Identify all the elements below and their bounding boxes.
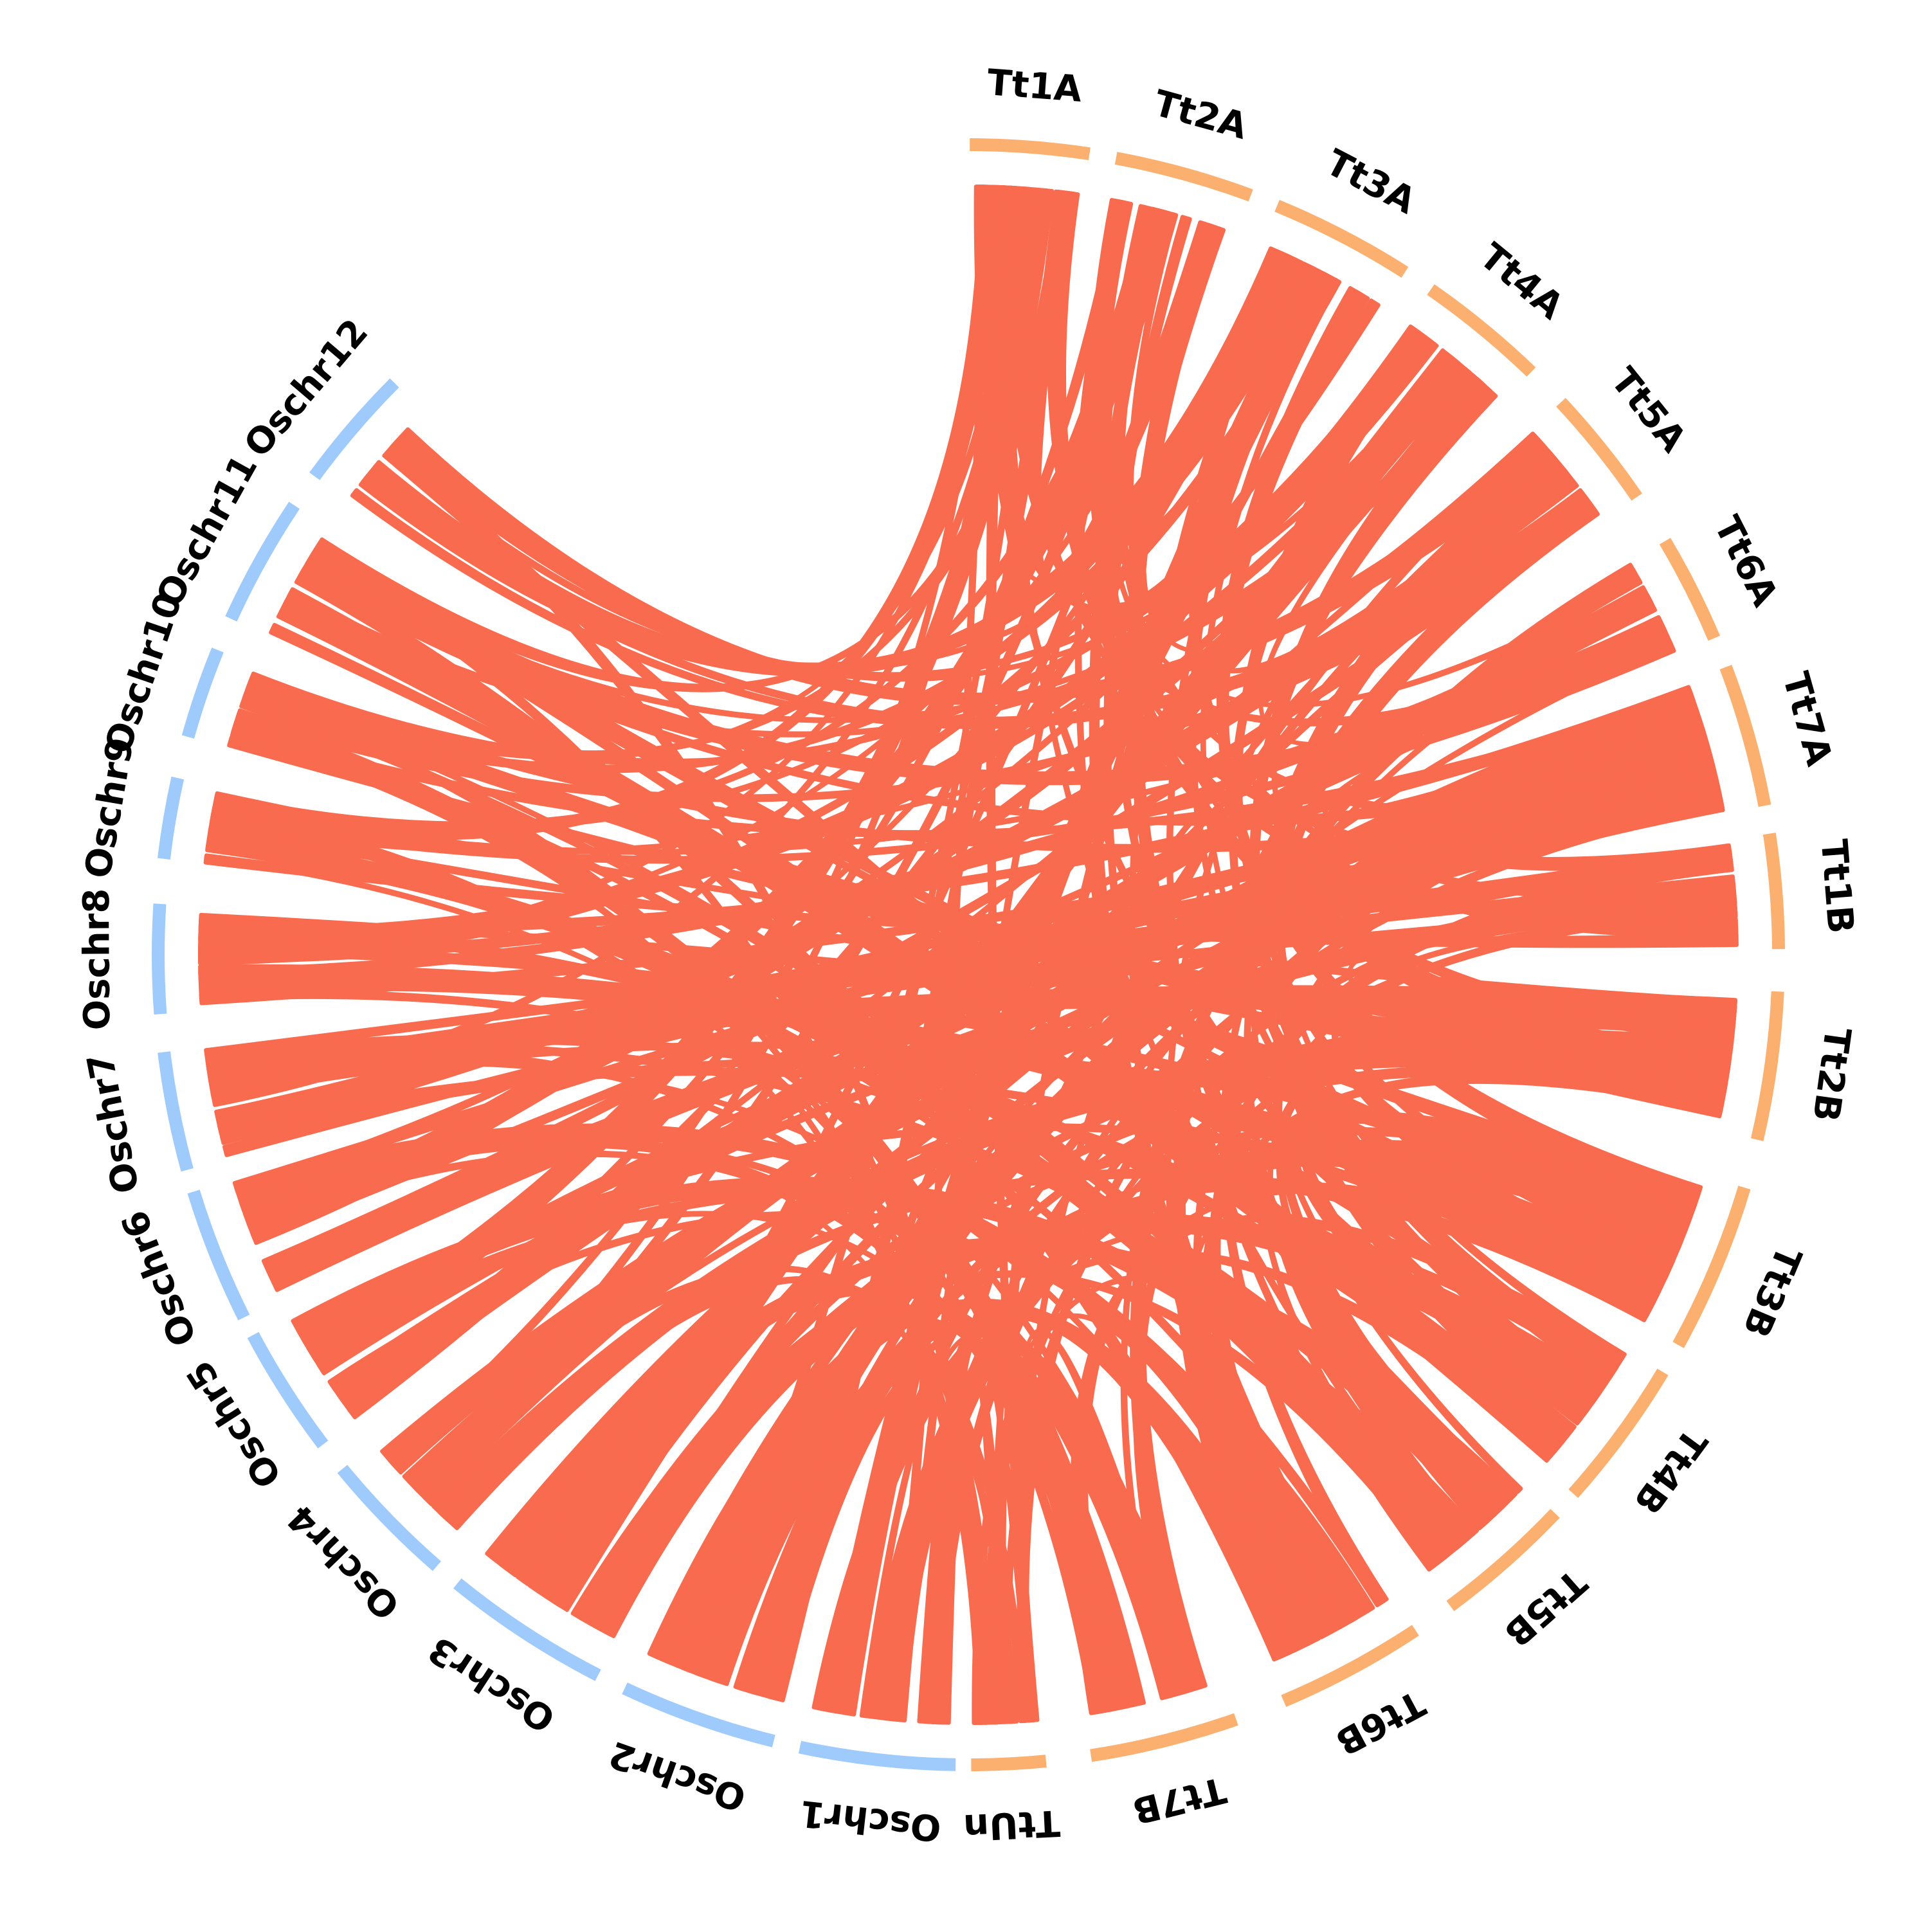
synteny-link-236 bbox=[240, 261, 1318, 773]
synteny-link-173 bbox=[382, 277, 1342, 671]
synteny-link-110 bbox=[391, 352, 1454, 682]
synteny-link-235 bbox=[388, 799, 1725, 1470]
synteny-link-224 bbox=[413, 185, 1017, 1495]
chromosome-arc-tt1a[interactable] bbox=[970, 138, 1091, 161]
synteny-link-44 bbox=[327, 1211, 1375, 1614]
chromosome-arc-oschr7[interactable] bbox=[158, 1051, 194, 1172]
chromosome-arc-oschr8[interactable] bbox=[152, 903, 167, 1015]
synteny-link-238 bbox=[269, 622, 1619, 1377]
chromosome-arc-oschr2[interactable] bbox=[622, 1682, 775, 1747]
chromosome-label-tt1b: Tt1B bbox=[1813, 838, 1861, 935]
chromosome-arc-tt4b[interactable] bbox=[1568, 1368, 1669, 1498]
chromosome-label-tt4a: Tt4A bbox=[1472, 235, 1572, 328]
chromosome-label-tt7a: Tt7A bbox=[1774, 668, 1840, 771]
synteny-link-244 bbox=[213, 207, 1168, 830]
chromosome-arc-tt3b[interactable] bbox=[1672, 1186, 1751, 1348]
chromosome-label-tt6b: Tt6B bbox=[1328, 1682, 1431, 1764]
chromosome-label-tt2b: Tt2B bbox=[1804, 1025, 1859, 1124]
synteny-link-213 bbox=[1346, 891, 1737, 1092]
synteny-link-243 bbox=[1105, 207, 1508, 1512]
synteny-link-210 bbox=[305, 556, 1671, 1281]
synteny-link-172 bbox=[336, 433, 1541, 1400]
chromosome-arc-tt5a[interactable] bbox=[1556, 397, 1642, 501]
chromosome-arc-oschr10[interactable] bbox=[181, 647, 224, 739]
chromosome-label-tt7b: Tt7B bbox=[1128, 1769, 1230, 1832]
synteny-link-250 bbox=[1011, 186, 1732, 867]
chromosome-label-tt2a: Tt2A bbox=[1149, 82, 1252, 148]
chromosome-arc-tt5b[interactable] bbox=[1446, 1509, 1560, 1611]
synteny-link-202 bbox=[1333, 910, 1738, 1269]
chromosome-label-oschr10: Oschr10 bbox=[97, 588, 191, 759]
synteny-link-194 bbox=[738, 1031, 1734, 1693]
chromosome-arc-oschr3[interactable] bbox=[453, 1578, 601, 1681]
synteny-link-248 bbox=[1164, 390, 1498, 1656]
chromosome-label-tt1a: Tt1A bbox=[986, 62, 1083, 111]
synteny-link-234 bbox=[979, 995, 1737, 1725]
synteny-link-216 bbox=[209, 467, 1569, 854]
chromosome-label-tt5a: Tt5A bbox=[1602, 360, 1694, 460]
chromosome-ring bbox=[152, 138, 1785, 1771]
synteny-link-223 bbox=[1003, 905, 1738, 1724]
synteny-link-251 bbox=[328, 733, 1710, 1393]
synteny-link-195 bbox=[1103, 204, 1643, 709]
chromosome-arc-oschr1[interactable] bbox=[798, 1740, 956, 1771]
synteny-link-111 bbox=[231, 719, 1451, 1564]
chromosome-label-tt5b: Tt5B bbox=[1496, 1561, 1595, 1655]
chromosome-label-tt6a: Tt6A bbox=[1706, 510, 1786, 613]
chromosome-arc-oschr11[interactable] bbox=[225, 501, 300, 622]
chromosome-arc-tt3a[interactable] bbox=[1274, 199, 1409, 278]
synteny-link-245 bbox=[1298, 1002, 1737, 1454]
synteny-link-141 bbox=[586, 491, 1589, 1629]
chromosome-label-oschr8: Oschr8 bbox=[76, 889, 118, 1031]
synteny-link-185 bbox=[210, 903, 1738, 1100]
chromosome-label-oschr6: Oschr6 bbox=[114, 1205, 205, 1352]
chromosome-label-oschr2: Oschr2 bbox=[604, 1733, 752, 1819]
chromosome-arc-oschr4[interactable] bbox=[337, 1465, 441, 1571]
chromosome-arc-ttun[interactable] bbox=[971, 1755, 1047, 1771]
chromosome-arc-oschr12[interactable] bbox=[309, 378, 399, 480]
chromosome-arc-tt6a[interactable] bbox=[1659, 537, 1721, 641]
chromosome-label-oschr7: Oschr7 bbox=[79, 1050, 147, 1197]
synteny-link-249 bbox=[683, 640, 1674, 1673]
synteny-link-225 bbox=[1132, 1001, 1737, 1695]
synteny-link-231 bbox=[550, 220, 1209, 1607]
synteny-link-237 bbox=[308, 381, 1487, 723]
synteny-links bbox=[197, 185, 1739, 1725]
synteny-link-197 bbox=[1114, 206, 1720, 818]
synteny-link-115 bbox=[310, 544, 1683, 1256]
chromosome-label-tt4b: Tt4B bbox=[1626, 1421, 1715, 1522]
chromosome-arc-oschr9[interactable] bbox=[157, 776, 185, 860]
chromosome-arc-tt1b[interactable] bbox=[1762, 833, 1785, 950]
synteny-link-182 bbox=[697, 188, 1049, 1679]
synteny-link-39 bbox=[361, 473, 1587, 724]
synteny-link-124 bbox=[720, 1159, 1683, 1686]
synteny-link-240 bbox=[197, 185, 1008, 959]
chromosome-label-oschr12: Oschr12 bbox=[236, 311, 376, 465]
chromosome-label-oschr1: Oschr1 bbox=[798, 1792, 943, 1849]
synteny-link-242 bbox=[246, 1150, 1116, 1712]
chromosome-arc-tt6b[interactable] bbox=[1281, 1625, 1419, 1707]
chromosome-label-ttun: TtUn bbox=[963, 1801, 1061, 1848]
synteny-link-247 bbox=[198, 943, 1693, 1233]
synteny-link-222 bbox=[205, 1043, 1494, 1526]
chromosome-arc-tt7a[interactable] bbox=[1719, 665, 1771, 808]
synteny-link-233 bbox=[242, 366, 1473, 1220]
chromosome-arc-tt4a[interactable] bbox=[1427, 284, 1536, 377]
synteny-link-246 bbox=[1277, 494, 1603, 1401]
chromosome-label-tt3a: Tt3A bbox=[1319, 141, 1422, 222]
chromosome-arc-tt2a[interactable] bbox=[1114, 152, 1253, 202]
chromosome-arc-oschr6[interactable] bbox=[187, 1189, 250, 1321]
chromosome-arc-oschr5[interactable] bbox=[247, 1332, 329, 1449]
synteny-link-149 bbox=[747, 289, 1365, 1695]
synteny-link-208 bbox=[439, 1276, 1029, 1724]
chromosome-label-tt3b: Tt3B bbox=[1734, 1240, 1809, 1343]
synteny-link-220 bbox=[1166, 270, 1436, 1572]
synteny-link-239 bbox=[828, 271, 1331, 1714]
chromosome-arc-tt7b[interactable] bbox=[1090, 1713, 1238, 1762]
chromosome-arc-tt2b[interactable] bbox=[1750, 991, 1784, 1141]
